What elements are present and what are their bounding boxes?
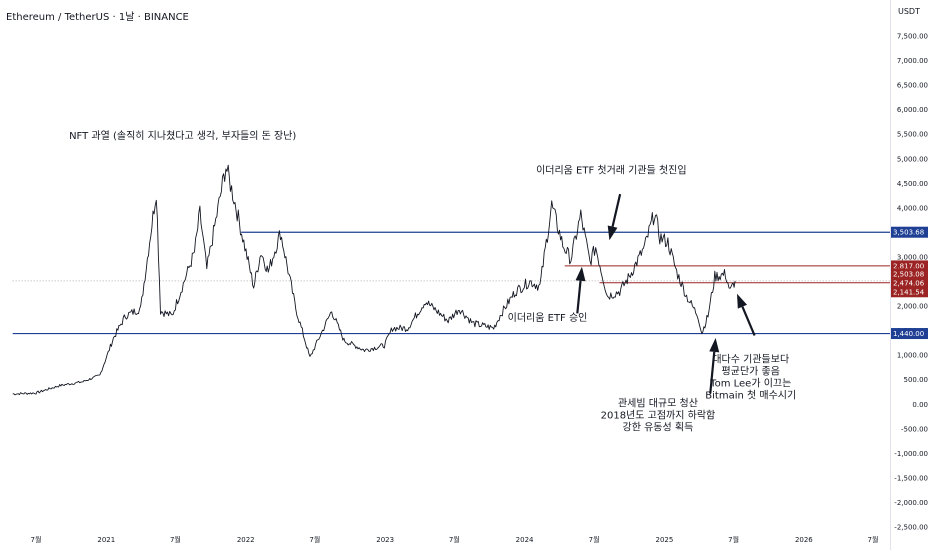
price-badge-label: 2,503.08 xyxy=(893,270,924,278)
y-tick-label: -2,500.00 xyxy=(894,524,928,532)
annotation-text: 2018년도 고점까지 하락함 xyxy=(601,409,716,422)
x-tick-label: 7월 xyxy=(31,535,42,544)
annotation-arrow xyxy=(611,193,622,227)
y-tick-label: -500.00 xyxy=(901,425,928,433)
annotation-text: 이더리움 ETF 승인 xyxy=(508,312,588,324)
annotation-arrow xyxy=(741,306,756,336)
y-tick-label: 2,000.00 xyxy=(897,303,928,311)
x-tick-label: 2023 xyxy=(376,536,394,544)
annotation-arrowhead xyxy=(709,337,720,353)
price-badge-label: 1,440.00 xyxy=(893,330,924,338)
price-badge-label: 2,817.00 xyxy=(893,262,924,270)
annotation-arrowhead xyxy=(737,293,748,309)
y-tick-label: 4,500.00 xyxy=(897,180,928,188)
annotation-text: 관세빔 대규모 청산 xyxy=(618,398,698,410)
price-badge-label: 2,141.54 xyxy=(893,288,925,296)
x-tick-label: 7월 xyxy=(309,535,320,544)
price-badge xyxy=(891,328,928,340)
annotation-arrow xyxy=(709,351,716,394)
price-badge xyxy=(891,260,928,272)
x-tick-label: 2022 xyxy=(237,536,255,544)
chart-title: Ethereum / TetherUS · 1날 · BINANCE xyxy=(6,12,189,23)
y-tick-label: 0.00 xyxy=(912,401,928,409)
y-tick-label: 6,500.00 xyxy=(897,82,928,90)
x-tick-label: 2026 xyxy=(795,536,813,544)
y-tick-label: 5,000.00 xyxy=(897,155,928,163)
annotation-arrow xyxy=(576,280,582,314)
annotation-text: 평균단가 좋음 xyxy=(722,366,780,378)
y-tick-label: -2,000.00 xyxy=(894,499,928,507)
x-tick-label: 7월 xyxy=(728,535,739,544)
annotation-text: 대다수 기관들보다 xyxy=(712,354,789,366)
annotation-text: Tom Lee가 이끄는 xyxy=(709,378,791,390)
price-unit: USDT xyxy=(898,7,920,16)
y-tick-label: 6,000.00 xyxy=(897,106,928,114)
x-tick-label: 2021 xyxy=(97,536,115,544)
y-tick-label: -1,000.00 xyxy=(894,450,928,458)
annotation-text: NFT 과열 (솔직히 지나쳤다고 생각, 부자들의 돈 장난) xyxy=(69,130,296,142)
x-tick-label: 7월 xyxy=(449,535,460,544)
y-tick-label: 3,000.00 xyxy=(897,253,928,261)
y-tick-label: 4,000.00 xyxy=(897,204,928,212)
x-tick-label: 7월 xyxy=(170,535,181,544)
price-badge-label: 3,503.68 xyxy=(893,229,924,237)
price-badge-label: 2,474.06 xyxy=(893,279,925,287)
annotation-text: 강한 유동성 획득 xyxy=(623,422,694,434)
x-tick-label: 7월 xyxy=(868,535,879,544)
annotation-text: Bitmain 첫 매수시기 xyxy=(705,390,796,402)
price-badge xyxy=(891,226,928,238)
y-tick-label: 1,000.00 xyxy=(897,352,928,360)
x-tick-label: 7월 xyxy=(589,535,600,544)
annotation-arrowhead xyxy=(575,266,586,282)
price-line xyxy=(12,164,736,396)
y-tick-label: 5,500.00 xyxy=(897,131,928,139)
y-tick-label: 7,000.00 xyxy=(897,57,928,65)
annotation-text: 이더리움 ETF 첫거래 기관들 첫진입 xyxy=(536,163,687,176)
y-tick-label: 500.00 xyxy=(904,376,929,384)
annotation-arrowhead xyxy=(607,225,618,241)
y-tick-label: 7,500.00 xyxy=(897,33,928,41)
y-tick-label: -1,500.00 xyxy=(894,474,928,482)
x-tick-label: 2024 xyxy=(516,536,534,544)
x-tick-label: 2025 xyxy=(656,536,674,544)
price-badge xyxy=(891,268,928,298)
